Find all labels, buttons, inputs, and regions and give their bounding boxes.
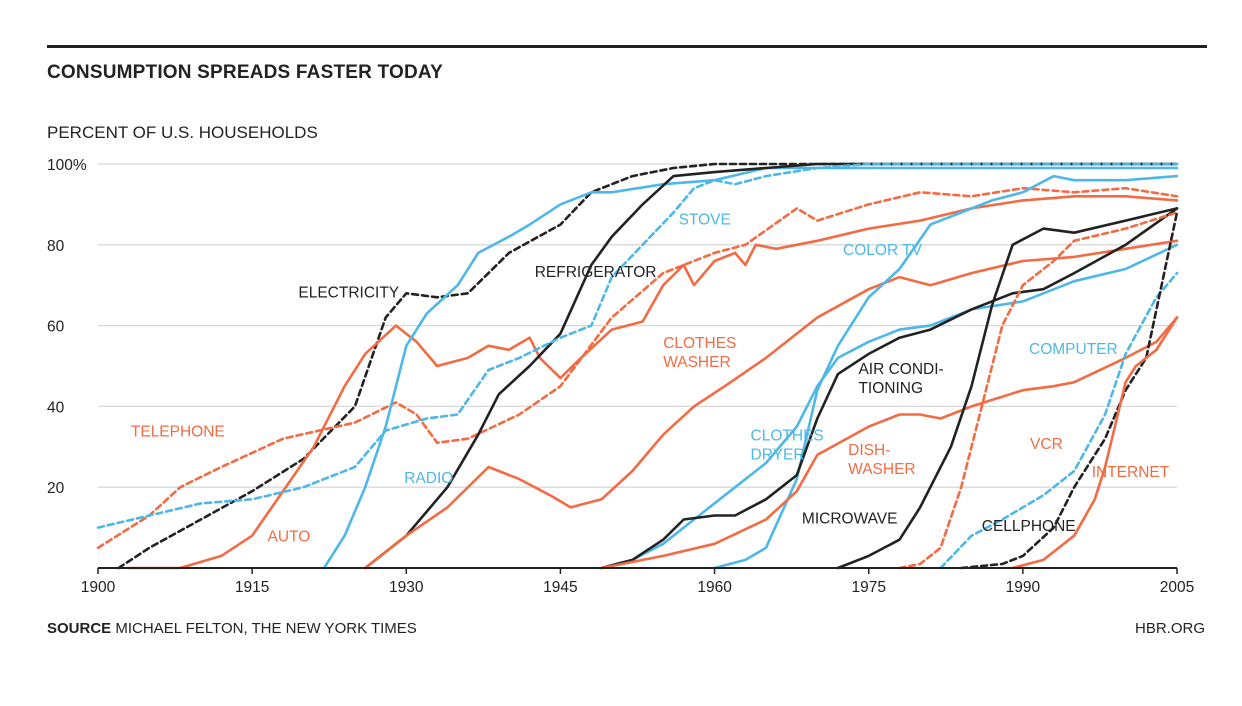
series-label-telephone: TELEPHONE — [131, 424, 225, 441]
series-lines — [96, 162, 1179, 570]
series-line-dishwasher — [600, 316, 1179, 570]
series-line-electricity — [117, 162, 1179, 570]
y-tick-label: 60 — [47, 319, 65, 336]
series-label-refrigerator: REFRIGERATOR — [535, 264, 657, 281]
x-tick-label: 1960 — [697, 579, 732, 596]
series-line-stove — [96, 162, 1179, 529]
x-tick-label: 1915 — [235, 579, 269, 596]
series-labels: ELECTRICITY TELEPHONE AUTO RADIO REFRIGERATO… — [131, 212, 1170, 546]
series-label-computer: COMPUTER — [1029, 341, 1118, 358]
x-tick-label: 1900 — [81, 579, 116, 596]
top-rule — [47, 45, 1207, 48]
series-line-computer — [939, 271, 1179, 570]
series-label-radio: RADIO — [404, 470, 453, 487]
series-line-radio — [322, 166, 1179, 570]
source-text: MICHAEL FELTON, THE NEW YORK TIMES — [115, 620, 417, 637]
x-tick-label: 1930 — [389, 579, 424, 596]
source-label: SOURCE — [47, 620, 112, 637]
brand-label: HBR.ORG — [1134, 620, 1205, 637]
series-line-color-tv — [713, 174, 1179, 570]
series-line-auto — [127, 195, 1179, 570]
y-axis-title: PERCENT OF U.S. HOUSEHOLDS — [47, 123, 318, 142]
x-tick-label: 1975 — [851, 579, 885, 596]
series-label-color-tv: COLOR TV — [843, 242, 923, 259]
series-label-stove: STOVE — [679, 212, 731, 229]
y-tick-label: 40 — [47, 399, 65, 416]
series-line-clothes-washer — [363, 239, 1179, 570]
series-label-electricity: ELECTRICITY — [298, 284, 399, 301]
series-line-cellphone — [959, 211, 1179, 570]
x-tick-label: 1945 — [543, 579, 577, 596]
series-label-dishwasher: DISH-WASHER — [848, 442, 915, 478]
series-line-vcr — [898, 211, 1179, 570]
series-label-clothes-dryer: CLOTHES DRYER — [751, 428, 824, 464]
series-label-internet: INTERNET — [1092, 464, 1170, 481]
gridlines — [98, 163, 1177, 488]
series-line-air-conditioning — [600, 207, 1179, 570]
series-label-air-conditioning: AIR CONDI-TIONING — [858, 361, 943, 397]
series-label-clothes-washer: CLOTHES WASHER — [663, 335, 736, 371]
series-line-telephone — [96, 186, 1179, 550]
y-tick-label: 20 — [47, 480, 65, 497]
x-tick-label: 2005 — [1160, 579, 1194, 596]
y-tick-label: 80 — [47, 238, 65, 255]
series-label-microwave: MICROWAVE — [802, 511, 898, 528]
y-tick-label: 100% — [47, 157, 87, 174]
series-label-vcr: VCR — [1030, 436, 1063, 453]
series-line-internet — [1011, 316, 1179, 570]
series-line-refrigerator — [363, 162, 1179, 570]
x-tick-label: 1990 — [1006, 579, 1041, 596]
series-line-microwave — [836, 207, 1179, 570]
chart-title: CONSUMPTION SPREADS FASTER TODAY — [47, 62, 443, 83]
axes: 20 40 60 80 100% 1900 1915 1930 1945 1960 1975 1990… — [47, 157, 1194, 596]
series-line-clothes-dryer — [600, 243, 1179, 570]
source-note: SOURCE MICHAEL FELTON, THE NEW YORK TIME… — [47, 620, 417, 637]
series-label-auto: AUTO — [268, 529, 311, 546]
series-label-cellphone: CELLPHONE — [982, 518, 1076, 535]
